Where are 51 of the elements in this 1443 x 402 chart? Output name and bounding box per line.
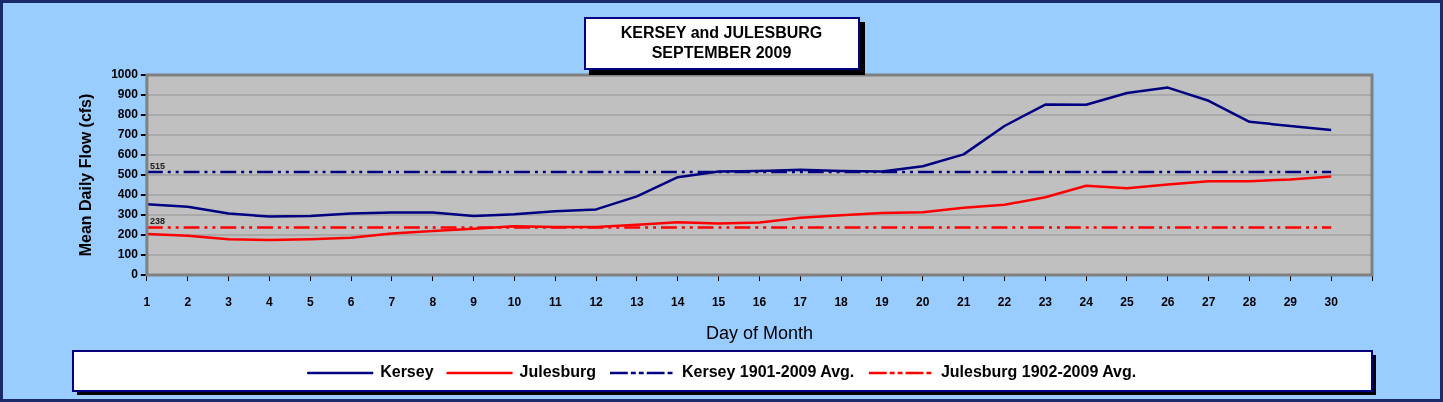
legend-label: Julesburg: [519, 363, 597, 381]
x-tick-label: 16: [752, 294, 767, 309]
legend-label: Kersey: [380, 363, 434, 381]
x-tick-label: 22: [997, 294, 1012, 309]
data-label: 515: [149, 160, 165, 171]
y-tick-label: 400: [117, 187, 139, 202]
x-tick-label: 30: [1324, 294, 1339, 309]
legend-label: Kersey 1901-2009 Avg.: [682, 363, 855, 381]
y-tick-label: 600: [117, 147, 139, 162]
y-tick-label: 0: [131, 267, 139, 282]
y-axis-title: Mean Daily Flow (cfs): [77, 93, 95, 257]
x-tick-label: 2: [184, 294, 192, 309]
x-tick-label: 25: [1120, 294, 1134, 309]
x-tick-label: 11: [548, 294, 562, 309]
x-tick-label: 26: [1161, 294, 1175, 309]
x-tick-label: 1: [143, 294, 151, 309]
x-tick-label: 3: [225, 294, 233, 309]
x-tick-label: 28: [1242, 294, 1257, 309]
x-tick-label: 21: [956, 294, 971, 309]
chart-subtitle: SEPTEMBER 2009: [650, 43, 793, 63]
x-axis-title: Day of Month: [705, 323, 813, 344]
x-tick-label: 9: [470, 294, 478, 309]
y-tick-label: 300: [117, 207, 139, 222]
x-tick-label: 27: [1201, 294, 1216, 309]
x-tick-label: 12: [589, 294, 604, 309]
y-tick-label: 1000: [111, 67, 139, 82]
x-tick-label: 23: [1038, 294, 1053, 309]
chart-title: KERSEY and JULESBURG: [619, 23, 824, 43]
x-tick-label: 6: [347, 294, 355, 309]
x-tick-label: 8: [429, 294, 437, 309]
x-tick-label: 18: [834, 294, 849, 309]
x-tick-label: 17: [793, 294, 808, 309]
y-tick-label: 900: [117, 87, 139, 102]
legend-label: Julesburg 1902-2009 Avg.: [940, 363, 1137, 381]
x-tick-label: 29: [1283, 294, 1298, 309]
y-tick-label: 100: [117, 247, 139, 262]
x-tick-label: 20: [916, 294, 930, 309]
x-tick-label: 10: [507, 294, 522, 309]
x-tick-label: 4: [266, 294, 274, 309]
x-tick-label: 5: [306, 294, 314, 309]
x-tick-label: 15: [711, 294, 726, 309]
x-tick-label: 7: [388, 294, 396, 309]
x-tick-label: 19: [875, 294, 889, 309]
y-tick-label: 500: [117, 167, 139, 182]
x-tick-label: 13: [630, 294, 644, 309]
y-tick-label: 200: [117, 227, 139, 242]
data-label: 238: [149, 216, 165, 227]
x-tick-label: 24: [1079, 294, 1094, 309]
y-tick-label: 700: [117, 127, 139, 142]
x-tick-label: 14: [671, 294, 685, 309]
y-tick-label: 800: [117, 107, 139, 122]
